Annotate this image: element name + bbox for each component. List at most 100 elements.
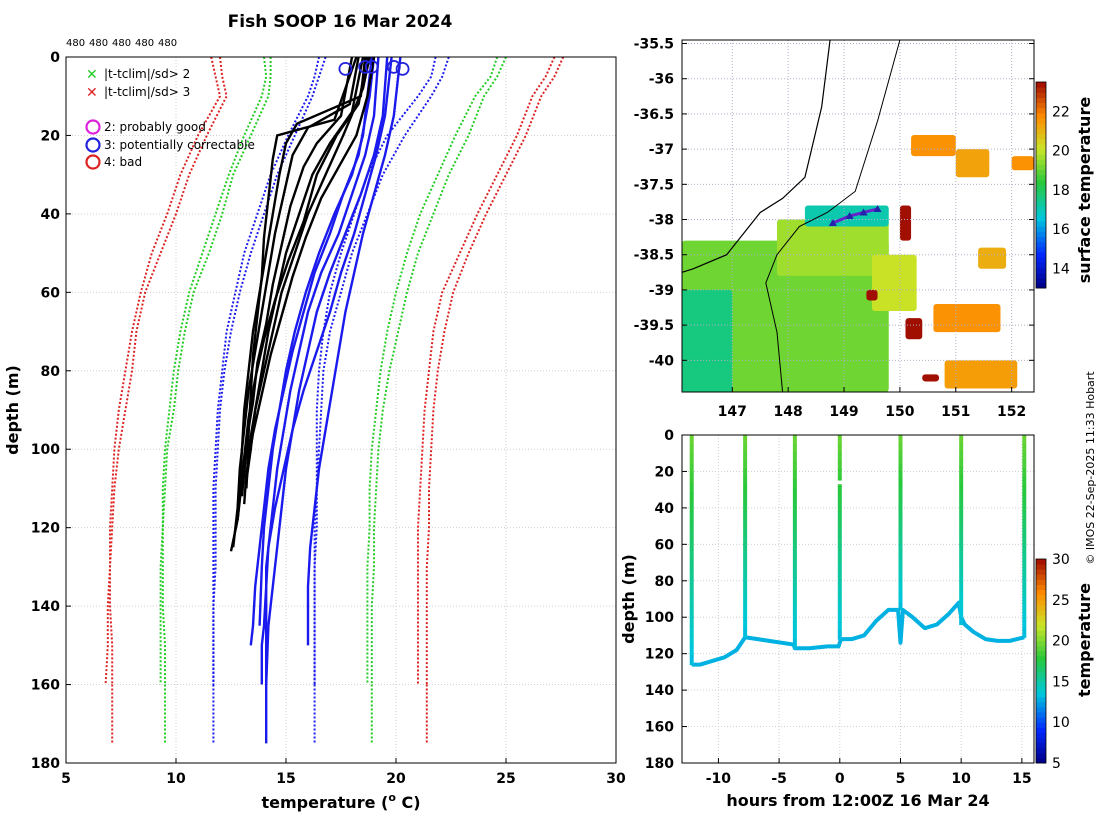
legend-circle-red-icon (85, 154, 101, 170)
map-y-tick-label: -36 (649, 72, 674, 88)
shelf-contour (765, 39, 901, 393)
climatology-line (313, 56, 450, 685)
colorbar-segment (1036, 128, 1046, 134)
x-label-main: temperature ( (261, 793, 388, 812)
legend-label: 2: probably good (104, 120, 206, 134)
profile-count-labels: 480 480 480 480 480 (66, 38, 177, 49)
colorbar-segment (1036, 118, 1046, 124)
sst-patch (1011, 156, 1034, 171)
colorbar-segment (1036, 267, 1046, 274)
bad-profile-line (232, 56, 360, 548)
colorbar-segment (1036, 671, 1046, 677)
colorbar-segment (1036, 87, 1046, 93)
colorbar-segment (1036, 112, 1046, 119)
colorbar-frame (1035, 81, 1047, 289)
colorbar-segment (1036, 277, 1046, 284)
count-label: 480 (158, 38, 177, 49)
colorbar-segment (1036, 97, 1046, 104)
x-label-end: C) (396, 793, 421, 812)
profiles-axes-frame (65, 56, 617, 764)
colorbar-segment (1036, 564, 1046, 570)
colorbar-segment (1036, 691, 1046, 698)
climatology-line (159, 57, 272, 685)
y-tick-label: 160 (31, 678, 60, 694)
colorbar-segment (1036, 174, 1046, 181)
sst-colorbar: 14 16 18 20 22 (1035, 81, 1070, 289)
good-profiles (249, 56, 402, 744)
colorbar-segment (1036, 727, 1046, 733)
depth-time-frame (681, 434, 1035, 764)
colorbar-segment (1036, 599, 1046, 606)
dt-y-tick-label: 80 (655, 574, 675, 590)
x-label-superscript: o (388, 791, 396, 804)
sst-patch (955, 149, 990, 178)
colorbar-segment (1036, 154, 1046, 160)
colorbar-segment (1036, 579, 1046, 585)
count-label: 480 (66, 38, 85, 49)
colorbar-segment (1036, 143, 1046, 150)
colorbar-segment (1036, 640, 1046, 647)
colorbar-segment (1036, 241, 1046, 248)
climatology-line (313, 56, 437, 685)
profiles-x-label: temperature (o C) (261, 791, 420, 812)
sst-colorbar-label: surface temperature (1075, 97, 1094, 284)
map-lines (681, 39, 901, 393)
count-label: 480 (112, 38, 131, 49)
depth-time-data (689, 435, 1027, 667)
colorbar-segment (1036, 236, 1046, 243)
colorbar-segment (1036, 164, 1046, 171)
colorbar-frame (1035, 558, 1047, 764)
x-tick-label: 15 (276, 771, 295, 787)
profiles-x-ticks: 5 10 15 20 25 30 (61, 758, 626, 787)
colorbar-segment (1036, 635, 1046, 642)
map-x-tick-label: 149 (829, 404, 858, 420)
credit-text: © IMOS 22-Sep-2025 11:33 Hobart (1084, 371, 1097, 565)
map-y-tick-label: -39.5 (634, 318, 674, 334)
map-x-tick-label: 148 (774, 404, 803, 420)
legend-label: |t-tclim|/sd> 2 (104, 67, 190, 81)
dt-y-tick-label: 180 (645, 756, 674, 772)
y-tick-label: 180 (31, 756, 60, 772)
dt-y-tick-label: 140 (645, 683, 674, 699)
temperature-colorbar-tick: 30 (1052, 552, 1070, 568)
colorbar-segment (1036, 272, 1046, 279)
bad-profile-line (245, 56, 365, 481)
colorbar-segment (1036, 169, 1046, 176)
temperature-colorbar-tick: 25 (1052, 593, 1070, 609)
colorbar-segment (1036, 195, 1046, 201)
colorbar-segment (1036, 650, 1046, 657)
sst-colorbar-tick: 22 (1052, 104, 1070, 120)
sst-patch (871, 254, 917, 312)
colorbar-segment (1036, 706, 1046, 713)
dt-y-tick-label: 40 (655, 501, 675, 517)
colorbar-segment (1036, 559, 1046, 565)
colorbar-segment (1036, 251, 1046, 258)
sst-patch (933, 304, 1001, 333)
colorbar-segment (1036, 231, 1046, 237)
sst-patch (866, 289, 878, 301)
map-y-tick-label: -36.5 (634, 107, 674, 123)
dt-x-tick-label: -10 (706, 771, 732, 787)
colorbar-segment (1036, 185, 1046, 191)
legend-label: 4: bad (104, 155, 142, 169)
map-y-tick-label: -39 (649, 283, 674, 299)
climatology-line (212, 56, 320, 685)
y-tick-label: 40 (41, 207, 61, 223)
dt-y-tick-label: 0 (664, 428, 674, 444)
colorbar-segment (1036, 645, 1046, 652)
map-y-tick-label: -37.5 (634, 177, 674, 193)
dt-y-tick-label: 160 (645, 720, 674, 736)
colorbar-segment (1036, 92, 1046, 98)
sst-patch (911, 135, 956, 157)
colorbar-segment (1036, 107, 1046, 114)
y-tick-label: 20 (41, 128, 61, 144)
depth-time-x-label: hours from 12:00Z 16 Mar 24 (726, 791, 989, 810)
dt-x-tick-label: 0 (835, 771, 845, 787)
colorbar-segment (1036, 742, 1046, 749)
colorbar-segment (1036, 257, 1046, 263)
climatology-line (370, 56, 507, 685)
depth-time-plot-area (682, 435, 1034, 763)
colorbar-segment (1036, 589, 1046, 596)
track-marker (873, 204, 882, 212)
